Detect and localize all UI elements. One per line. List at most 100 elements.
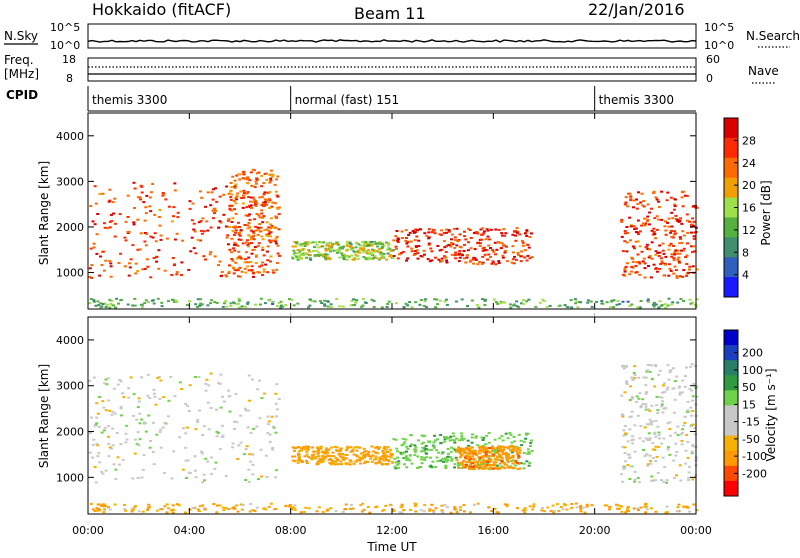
echo-cell — [320, 302, 324, 304]
echo-cell — [516, 230, 520, 233]
echo-cell — [255, 172, 259, 175]
echo-cell — [480, 467, 484, 470]
echo-cell — [229, 189, 233, 192]
echo-cell — [213, 212, 216, 215]
echo-cell — [198, 190, 202, 193]
echo-cell — [408, 231, 412, 234]
echo-cell — [173, 189, 177, 192]
echo-cell — [269, 226, 273, 229]
echo-cell — [113, 235, 117, 238]
echo-cell — [236, 267, 240, 270]
power-ylabel: Slant Range [km] — [37, 161, 51, 265]
echo-cell — [251, 453, 254, 456]
echo-cell — [300, 447, 304, 450]
echo-cell — [160, 508, 164, 511]
echo-cell — [386, 303, 390, 305]
echo-cell — [335, 298, 339, 301]
echo-cell — [247, 204, 251, 207]
echo-cell — [240, 270, 244, 273]
echo-cell — [231, 175, 235, 178]
echo-cell — [454, 239, 458, 242]
echo-cell — [329, 303, 333, 306]
echo-cell — [631, 438, 635, 441]
colorbar-swatch — [724, 435, 738, 452]
echo-cell — [274, 242, 278, 245]
echo-cell — [280, 304, 283, 307]
echo-cell — [667, 378, 671, 381]
nsky-tick-bottom: 10^0 — [50, 39, 80, 52]
echo-cell — [517, 306, 521, 309]
echo-cell — [648, 454, 652, 457]
echo-cell — [145, 194, 149, 197]
echo-cell — [186, 404, 189, 407]
echo-cell — [486, 460, 490, 463]
echo-cell — [661, 384, 665, 387]
echo-cell — [354, 246, 358, 249]
echo-cell — [632, 372, 636, 374]
echo-cell — [111, 410, 115, 413]
echo-cell — [408, 459, 412, 462]
echo-cell — [265, 250, 269, 253]
echo-cell — [99, 306, 103, 309]
echo-cell — [521, 509, 525, 512]
echo-cell — [649, 462, 653, 465]
echo-cell — [202, 230, 206, 233]
echo-cell — [686, 231, 690, 234]
echo-cell — [445, 460, 449, 463]
echo-cell — [96, 444, 100, 447]
echo-cell — [92, 376, 96, 379]
echo-cell — [88, 431, 92, 434]
echo-cell — [100, 505, 104, 508]
echo-cell — [677, 503, 681, 506]
echo-cell — [269, 231, 273, 234]
echo-cell — [363, 454, 367, 457]
echo-cell — [635, 271, 639, 274]
echo-cell — [444, 298, 448, 301]
echo-cell — [429, 464, 433, 467]
echo-cell — [139, 184, 143, 187]
echo-cell — [480, 461, 484, 464]
echo-cell — [681, 249, 685, 252]
echo-cell — [196, 305, 199, 308]
echo-cell — [476, 444, 480, 447]
echo-cell — [661, 249, 665, 252]
echo-cell — [244, 214, 248, 217]
echo-cell — [267, 226, 271, 229]
echo-cell — [128, 266, 132, 269]
echo-cell — [427, 228, 431, 231]
echo-cell — [489, 247, 492, 249]
echo-cell — [380, 243, 384, 246]
echo-cell — [376, 245, 379, 248]
echo-cell — [95, 416, 99, 419]
echo-cell — [463, 257, 466, 260]
echo-cell — [204, 457, 208, 460]
echo-cell — [157, 376, 161, 378]
echo-cell — [247, 242, 251, 245]
echo-cell — [658, 300, 662, 303]
echo-cell — [269, 169, 273, 172]
echo-cell — [227, 389, 231, 392]
echo-cell — [175, 271, 179, 274]
echo-cell — [303, 448, 307, 451]
echo-cell — [517, 454, 521, 457]
echo-cell — [315, 450, 319, 453]
echo-cell — [233, 249, 237, 252]
echo-cell — [468, 452, 472, 455]
echo-cell — [485, 228, 489, 230]
echo-cell — [137, 400, 141, 403]
echo-cell — [510, 456, 514, 459]
echo-cell — [480, 455, 484, 458]
echo-cell — [404, 239, 408, 242]
echo-cell — [481, 463, 485, 465]
echo-cell — [620, 235, 624, 238]
echo-cell — [142, 201, 146, 204]
echo-cell — [261, 274, 264, 276]
echo-cell — [661, 411, 665, 414]
echo-cell — [158, 224, 162, 227]
echo-cell — [94, 481, 98, 484]
echo-cell — [381, 255, 385, 258]
echo-cell — [499, 302, 503, 305]
echo-cell — [423, 253, 426, 256]
echo-cell — [133, 187, 137, 190]
